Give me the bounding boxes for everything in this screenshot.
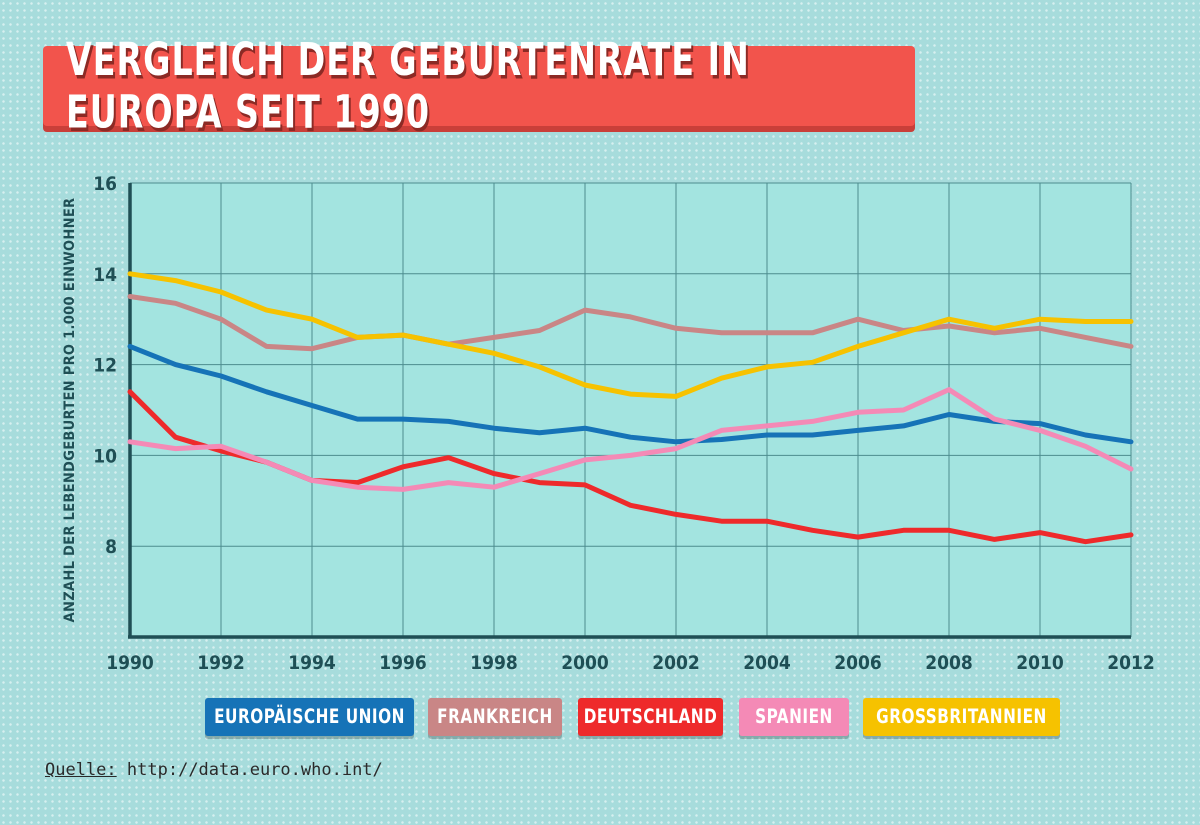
legend-item: FRANKREICH bbox=[428, 698, 562, 736]
x-tick-label: 2004 bbox=[743, 652, 791, 674]
legend-item: EUROPÄISCHE UNION bbox=[205, 698, 414, 736]
plot-area bbox=[130, 183, 1131, 637]
legend-label: DEUTSCHLAND bbox=[583, 705, 718, 729]
legend-item: DEUTSCHLAND bbox=[578, 698, 723, 736]
x-tick-label: 1992 bbox=[197, 652, 245, 674]
title-banner: VERGLEICH DER GEBURTENRATE IN EUROPA SEI… bbox=[43, 34, 915, 138]
y-tick-label: 14 bbox=[93, 264, 117, 286]
x-tick-label: 2008 bbox=[925, 652, 973, 674]
x-tick-label: 2000 bbox=[561, 652, 609, 674]
chart-title: VERGLEICH DER GEBURTENRATE IN EUROPA SEI… bbox=[66, 33, 750, 139]
x-tick-label: 2012 bbox=[1107, 652, 1155, 674]
series-line bbox=[127, 294, 1134, 352]
x-tick-label: 2002 bbox=[652, 652, 700, 674]
legend-label: FRANKREICH bbox=[437, 705, 553, 729]
x-tick-label: 1994 bbox=[288, 652, 336, 674]
legend-item: GROSSBRITANNIEN bbox=[863, 698, 1060, 736]
x-tick-label: 2010 bbox=[1016, 652, 1064, 674]
legend: EUROPÄISCHE UNION FRANKREICH DEUTSCHLAND SP… bbox=[0, 698, 1200, 736]
x-tick-label: 1990 bbox=[106, 652, 154, 674]
legend-item: SPANIEN bbox=[739, 698, 849, 736]
y-tick-label: 12 bbox=[93, 355, 117, 377]
x-tick-label: 1998 bbox=[470, 652, 518, 674]
series-line bbox=[127, 343, 1134, 445]
y-tick-label: 10 bbox=[93, 445, 117, 467]
series-line bbox=[127, 271, 1134, 399]
source-label: Quelle: bbox=[45, 760, 117, 780]
x-tick-label: 2006 bbox=[834, 652, 882, 674]
y-tick-label: 16 bbox=[93, 173, 117, 195]
source-note: Quelle: http://data.euro.who.int/ bbox=[45, 760, 383, 780]
source-url[interactable]: http://data.euro.who.int/ bbox=[126, 760, 383, 780]
y-tick-label: 8 bbox=[105, 536, 117, 558]
series-line bbox=[127, 387, 1134, 492]
x-tick-label: 1996 bbox=[379, 652, 427, 674]
legend-label: GROSSBRITANNIEN bbox=[876, 705, 1047, 729]
legend-label: EUROPÄISCHE UNION bbox=[214, 705, 405, 729]
legend-label: SPANIEN bbox=[755, 705, 833, 729]
y-axis-label: ANZAHL DER LEBENDGEBURTEN PRO 1.000 EINW… bbox=[62, 198, 78, 623]
